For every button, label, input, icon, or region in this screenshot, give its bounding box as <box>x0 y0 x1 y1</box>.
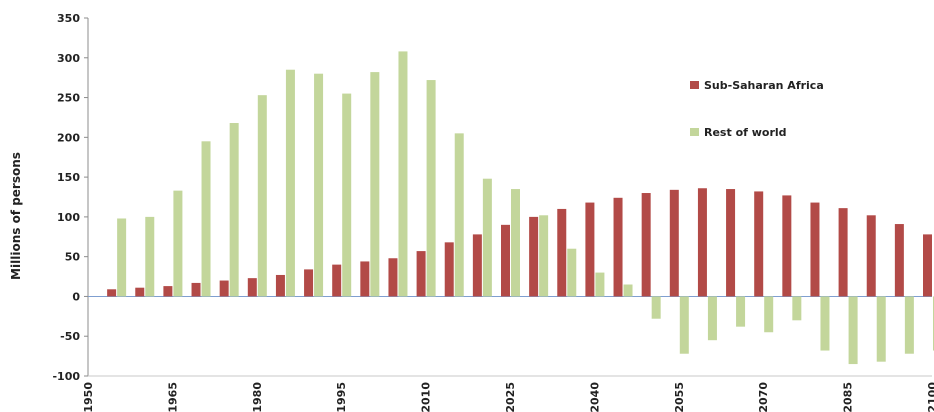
bars <box>107 51 934 365</box>
bar-rest-of-world <box>426 80 436 297</box>
bar-sub-saharan-africa <box>866 215 876 297</box>
bar-sub-saharan-africa <box>923 234 932 297</box>
axes <box>87 18 932 377</box>
bar-rest-of-world <box>623 284 633 297</box>
bar-sub-saharan-africa <box>782 195 792 297</box>
legend-label-rest-of-world: Rest of world <box>704 126 787 139</box>
bar-rest-of-world <box>117 218 127 297</box>
bar-sub-saharan-africa <box>388 258 398 297</box>
bar-sub-saharan-africa <box>726 189 736 297</box>
x-tick-label: 2055 <box>673 382 686 412</box>
bar-sub-saharan-africa <box>163 286 173 297</box>
bar-sub-saharan-africa <box>838 208 848 297</box>
y-tick-label: 150 <box>57 171 80 184</box>
bar-rest-of-world <box>370 72 380 297</box>
x-tick-labels: 1950 1965 1980 1995 2010 2025 2040 2055 2070 2085… <box>82 382 934 412</box>
y-tick-label: 200 <box>57 131 80 144</box>
bar-rest-of-world <box>764 296 774 333</box>
bar-sub-saharan-africa <box>557 208 567 297</box>
y-tick-label: 0 <box>72 290 80 303</box>
bar-rest-of-world <box>398 51 408 297</box>
bar-sub-saharan-africa <box>444 242 454 297</box>
x-tick-label: 2025 <box>504 382 517 412</box>
bar-rest-of-world <box>904 296 914 354</box>
bar-sub-saharan-africa <box>697 188 707 297</box>
legend-swatch-rest-of-world <box>690 128 699 136</box>
bar-rest-of-world <box>285 69 295 297</box>
bar-sub-saharan-africa <box>219 280 229 297</box>
bar-rest-of-world <box>820 296 830 351</box>
bar-rest-of-world <box>482 178 492 297</box>
y-tick-label: 300 <box>57 52 80 65</box>
bar-sub-saharan-africa <box>304 269 314 297</box>
y-tick-labels: -100 -50 0 50 100 150 200 250 300 350 <box>52 12 88 383</box>
bar-rest-of-world <box>201 141 211 297</box>
bar-sub-saharan-africa <box>247 278 257 297</box>
bar-sub-saharan-africa <box>107 289 117 297</box>
x-tick-label: 1965 <box>166 382 179 412</box>
bar-sub-saharan-africa <box>585 202 595 297</box>
bar-sub-saharan-africa <box>810 202 820 297</box>
bar-rest-of-world <box>257 95 267 297</box>
bar-rest-of-world <box>679 296 689 354</box>
bar-rest-of-world <box>229 123 239 297</box>
bar-rest-of-world <box>876 296 886 362</box>
bar-sub-saharan-africa <box>529 216 539 297</box>
bar-sub-saharan-africa <box>754 191 764 297</box>
y-tick-label: 100 <box>57 211 80 224</box>
bar-rest-of-world <box>173 190 183 297</box>
y-tick-label: -50 <box>60 330 80 343</box>
bar-rest-of-world <box>651 296 661 319</box>
y-axis-title: Millions of persons <box>9 152 23 280</box>
y-tick-label: 250 <box>57 92 80 105</box>
bar-sub-saharan-africa <box>135 287 145 297</box>
bar-rest-of-world <box>736 296 746 327</box>
bar-rest-of-world <box>595 272 605 297</box>
legend-label-sub-saharan-africa: Sub-Saharan Africa <box>704 79 824 92</box>
x-tick-label: 2085 <box>842 382 855 412</box>
bar-rest-of-world <box>792 296 802 321</box>
bar-sub-saharan-africa <box>360 261 370 297</box>
bar-sub-saharan-africa <box>641 193 651 297</box>
y-tick-label: 50 <box>65 251 81 264</box>
bar-rest-of-world <box>539 215 549 297</box>
bar-rest-of-world <box>707 296 717 341</box>
bar-rest-of-world <box>314 73 324 297</box>
bar-rest-of-world <box>454 133 464 297</box>
bar-sub-saharan-africa <box>332 264 342 297</box>
y-tick-label: -100 <box>52 370 80 383</box>
x-tick-label: 2100 <box>926 382 934 412</box>
bar-rest-of-world <box>145 216 155 297</box>
bar-sub-saharan-africa <box>416 251 426 297</box>
x-tick-label: 2040 <box>588 382 601 412</box>
bar-sub-saharan-africa <box>613 197 623 297</box>
bar-sub-saharan-africa <box>472 234 482 297</box>
bar-rest-of-world <box>511 189 520 297</box>
bar-sub-saharan-africa <box>191 282 201 297</box>
bar-rest-of-world <box>848 296 858 365</box>
legend: Sub-Saharan Africa Rest of world <box>690 79 824 139</box>
legend-swatch-sub-saharan-africa <box>690 81 699 89</box>
bar-sub-saharan-africa <box>669 189 679 297</box>
bar-sub-saharan-africa <box>894 224 904 297</box>
bar-rest-of-world <box>342 93 352 297</box>
x-tick-label: 1980 <box>251 382 264 412</box>
bar-sub-saharan-africa <box>275 274 285 297</box>
x-tick-label: 1995 <box>335 382 348 412</box>
y-tick-label: 350 <box>57 12 80 25</box>
x-tick-label: 2010 <box>420 382 433 412</box>
x-tick-label: 1950 <box>82 382 95 412</box>
bar-rest-of-world <box>567 248 577 297</box>
bar-sub-saharan-africa <box>501 224 510 297</box>
x-tick-label: 2070 <box>757 382 770 412</box>
